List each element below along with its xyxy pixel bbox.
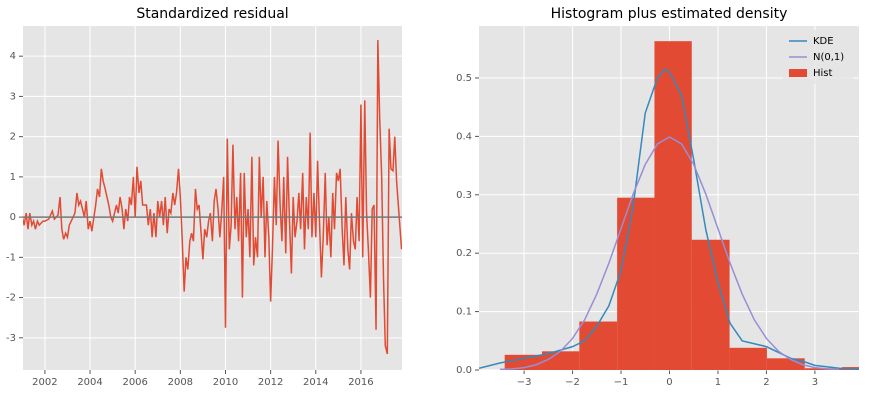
y-tick-label: 0: [10, 212, 16, 223]
y-tick-label: 4: [10, 51, 16, 62]
y-tick-label: -2: [6, 293, 16, 304]
hist-bar: [654, 41, 692, 370]
x-tick-label: 2008: [168, 377, 193, 388]
hist-bar: [542, 351, 580, 370]
y-tick-label: 2: [10, 132, 16, 143]
x-tick-label: 2: [763, 377, 769, 388]
x-tick-label: 2006: [122, 377, 147, 388]
legend-label: N(0,1): [813, 52, 844, 63]
legend-label: KDE: [813, 36, 834, 47]
x-tick-label: 2012: [258, 377, 283, 388]
y-tick-label: 0.1: [456, 307, 472, 318]
plot-background: [23, 26, 402, 370]
density-line: [499, 136, 840, 370]
y-tick-label: 0.4: [456, 131, 472, 142]
y-tick-label: 1: [10, 172, 16, 183]
x-tick-label: 2004: [77, 377, 102, 388]
x-tick-label: 2010: [213, 377, 238, 388]
hist-bar: [691, 239, 730, 370]
y-tick-label: 0.3: [456, 190, 472, 201]
subplot: Histogram plus estimated density −3 −2 −1 0 1…: [456, 6, 859, 388]
y-tick-label: -3: [6, 333, 16, 344]
hist-bar: [617, 197, 655, 370]
legend-swatch: [789, 69, 807, 77]
hist-bar: [729, 347, 767, 370]
x-tick-label: −3: [517, 377, 532, 388]
x-tick-label: 3: [812, 377, 818, 388]
line-series: [23, 40, 402, 355]
chart-title: Standardized residual: [136, 6, 288, 22]
x-tick-label: 1: [715, 377, 721, 388]
y-tick-label: 0.0: [456, 365, 472, 376]
legend: KDE N(0,1) Hist: [783, 30, 853, 84]
hist-bar: [766, 358, 805, 370]
x-tick-label: −2: [565, 377, 580, 388]
y-tick-label: 0.5: [456, 73, 472, 84]
y-tick-label: 3: [10, 91, 16, 102]
x-tick-label: 2002: [32, 377, 57, 388]
x-tick-label: 2016: [348, 377, 373, 388]
x-tick-label: 2014: [303, 377, 328, 388]
x-tick-label: −1: [614, 377, 629, 388]
chart-title: Histogram plus estimated density: [551, 6, 788, 22]
hist-bar: [579, 321, 618, 370]
legend-label: Hist: [813, 68, 833, 79]
y-tick-label: 0.2: [456, 248, 472, 259]
y-tick-label: -1: [6, 252, 16, 263]
x-tick-label: 0: [666, 377, 672, 388]
